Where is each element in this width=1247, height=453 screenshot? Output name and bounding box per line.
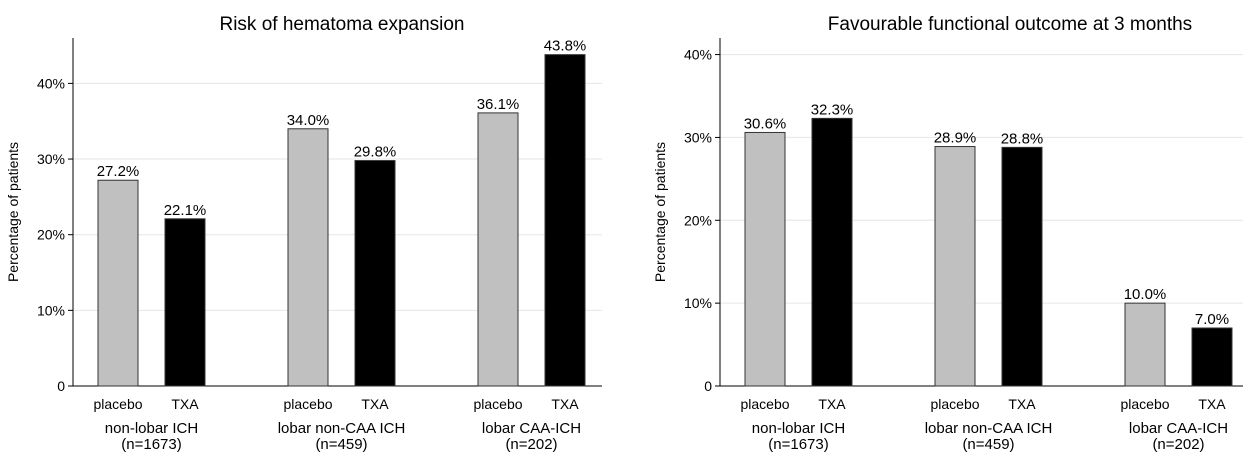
- y-tick-label-2-4: 40%: [684, 47, 712, 63]
- group-n-label-1-1: (n=459): [315, 436, 367, 453]
- bar-value-label-2-0-1: 32.3%: [811, 101, 854, 118]
- group-n-label-2-2: (n=202): [1152, 436, 1204, 453]
- category-label-2-2-1: TXA: [1198, 396, 1226, 412]
- bar-1-non-lobar-ICH-placebo: [98, 180, 138, 386]
- group-label-2-0: non-lobar ICH: [752, 420, 845, 437]
- group-label-1-0: non-lobar ICH: [105, 420, 198, 437]
- bar-value-label-1-1-0: 34.0%: [287, 112, 330, 129]
- category-label-1-1-0: placebo: [283, 396, 332, 412]
- bar-1-lobar-non-CAA-ICH-TXA: [355, 161, 395, 386]
- bar-1-lobar-CAA-ICH-placebo: [478, 113, 518, 386]
- bar-2-non-lobar-ICH-TXA: [812, 118, 852, 386]
- bar-value-label-1-1-1: 29.8%: [354, 144, 397, 161]
- category-label-1-0-0: placebo: [93, 396, 142, 412]
- category-label-1-2-0: placebo: [473, 396, 522, 412]
- bar-1-lobar-non-CAA-ICH-placebo: [288, 129, 328, 386]
- bar-2-lobar-CAA-ICH-TXA: [1192, 328, 1232, 386]
- y-tick-label-1-0: 0: [57, 378, 65, 394]
- bar-value-label-2-2-1: 7.0%: [1195, 311, 1229, 328]
- group-label-2-2: lobar CAA-ICH: [1129, 420, 1228, 437]
- category-label-2-2-0: placebo: [1120, 396, 1169, 412]
- y-tick-label-1-4: 40%: [37, 75, 65, 91]
- group-label-1-2: lobar CAA-ICH: [482, 420, 581, 437]
- bar-1-lobar-CAA-ICH-TXA: [545, 55, 585, 386]
- group-n-label-1-2: (n=202): [505, 436, 557, 453]
- category-label-2-1-0: placebo: [930, 396, 979, 412]
- y-tick-label-2-0: 0: [704, 378, 712, 394]
- group-n-label-2-0: (n=1673): [768, 436, 828, 453]
- y-tick-label-1-1: 10%: [37, 302, 65, 318]
- category-label-2-0-1: TXA: [818, 396, 846, 412]
- bar-value-label-1-0-0: 27.2%: [97, 163, 140, 180]
- bar-value-label-2-2-0: 10.0%: [1124, 286, 1167, 303]
- bar-2-lobar-non-CAA-ICH-TXA: [1002, 147, 1042, 386]
- bar-value-label-1-0-1: 22.1%: [164, 202, 207, 219]
- bar-value-label-2-0-0: 30.6%: [744, 115, 787, 132]
- bar-value-label-2-1-1: 28.8%: [1001, 130, 1044, 147]
- y-tick-label-1-2: 20%: [37, 227, 65, 243]
- bar-2-lobar-CAA-ICH-placebo: [1125, 303, 1165, 386]
- bar-value-label-1-2-1: 43.8%: [544, 38, 587, 55]
- group-n-label-2-1: (n=459): [962, 436, 1014, 453]
- bar-2-non-lobar-ICH-placebo: [745, 132, 785, 386]
- y-tick-label-2-3: 30%: [684, 129, 712, 145]
- y-axis-label-2: Percentage of patients: [652, 142, 668, 282]
- category-label-2-0-0: placebo: [740, 396, 789, 412]
- group-n-label-1-0: (n=1673): [121, 436, 181, 453]
- y-tick-label-1-3: 30%: [37, 151, 65, 167]
- group-label-2-1: lobar non-CAA ICH: [925, 420, 1053, 437]
- chart-title-2: Favourable functional outcome at 3 month…: [828, 14, 1192, 35]
- bar-value-label-1-2-0: 36.1%: [477, 96, 520, 113]
- bar-value-label-2-1-0: 28.9%: [934, 130, 977, 147]
- y-tick-label-2-1: 10%: [684, 295, 712, 311]
- chart-title-1: Risk of hematoma expansion: [219, 14, 464, 35]
- y-axis-label-1: Percentage of patients: [5, 142, 21, 282]
- bar-2-lobar-non-CAA-ICH-placebo: [935, 147, 975, 386]
- category-label-1-0-1: TXA: [171, 396, 199, 412]
- y-tick-label-2-2: 20%: [684, 212, 712, 228]
- bar-1-non-lobar-ICH-TXA: [165, 219, 205, 386]
- category-label-1-1-1: TXA: [361, 396, 389, 412]
- category-label-2-1-1: TXA: [1008, 396, 1036, 412]
- category-label-1-2-1: TXA: [551, 396, 579, 412]
- group-label-1-1: lobar non-CAA ICH: [278, 420, 406, 437]
